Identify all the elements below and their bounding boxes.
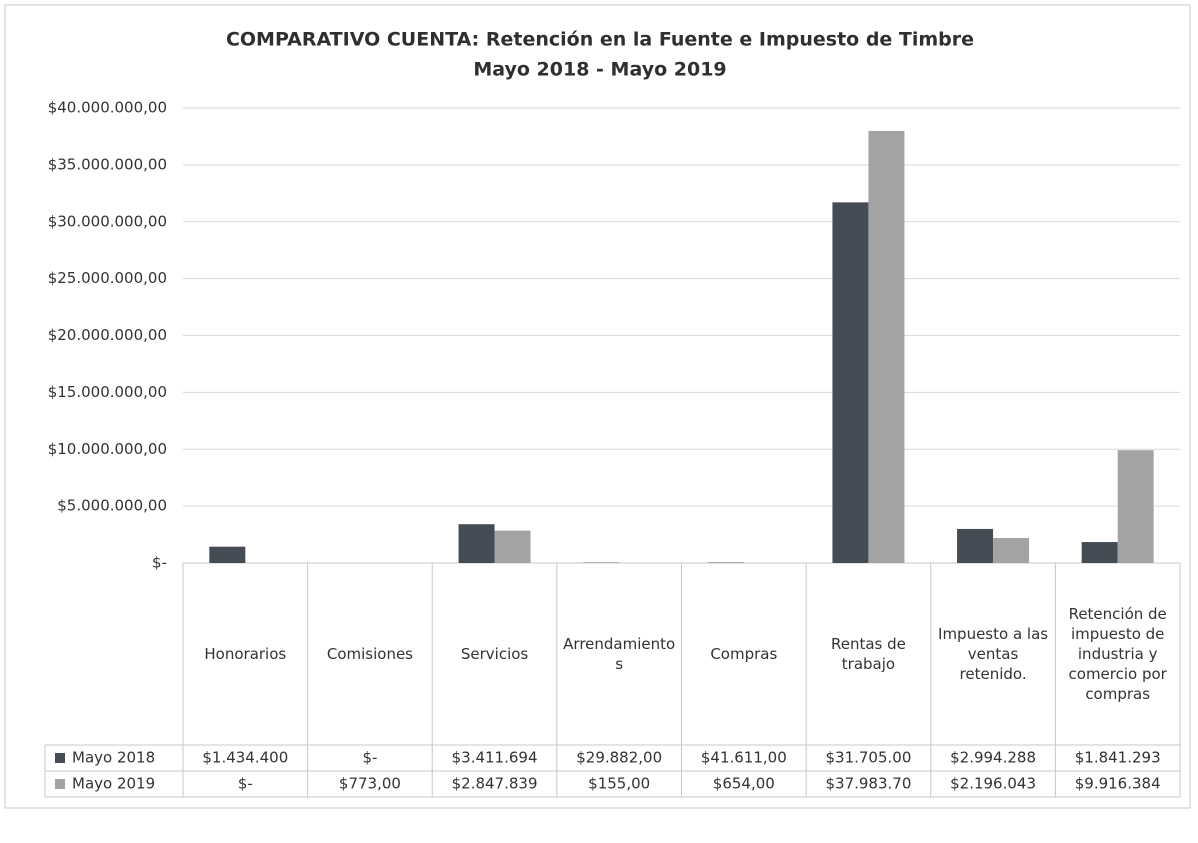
x-tick-label: Compras: [710, 645, 778, 663]
x-tick-label: Comisiones: [326, 645, 413, 663]
y-tick-label: $15.000.000,00: [48, 383, 167, 401]
y-tick-label: $25.000.000,00: [48, 269, 167, 287]
category-cell: Arrendamientos: [563, 635, 676, 673]
data-label: $-: [238, 775, 253, 793]
bar: [957, 528, 994, 563]
data-label: $155,00: [588, 775, 650, 793]
data-label: $37.983.70: [825, 775, 911, 793]
legend-swatch: [55, 779, 65, 789]
data-label: $41.611,00: [701, 749, 787, 767]
category-cell: Impuesto a las ventas retenido.: [938, 625, 1049, 683]
data-label: $2.847.839: [452, 775, 538, 793]
chart-subtitle: Mayo 2018 - Mayo 2019: [473, 59, 726, 81]
x-tick-label: Retención de impuesto de industria y com…: [1068, 605, 1167, 703]
data-label: $773,00: [339, 775, 401, 793]
data-label: $31.705.00: [825, 749, 911, 767]
data-label: $1.434.400: [202, 749, 288, 767]
bar: [993, 538, 1030, 563]
data-label: $3.411.694: [452, 749, 538, 767]
category-cell: Servicios: [460, 645, 529, 663]
x-tick-label: Arrendamientos: [563, 635, 676, 673]
data-label: $1.841.293: [1075, 749, 1161, 767]
y-tick-label: $5.000.000,00: [57, 497, 167, 515]
chart-border: [4, 4, 1191, 809]
y-tick-label: $40.000.000,00: [48, 99, 167, 117]
y-tick-label: $20.000.000,00: [48, 326, 167, 344]
y-tick-label: $35.000.000,00: [48, 155, 167, 173]
data-label: $9.916.384: [1075, 775, 1161, 793]
category-cell: Honorarios: [204, 645, 287, 663]
y-tick-label: $30.000.000,00: [48, 212, 167, 230]
data-label: $29.882,00: [576, 749, 662, 767]
bar: [458, 524, 495, 563]
x-tick-label: Honorarios: [204, 645, 287, 663]
legend-label: Mayo 2018: [72, 749, 155, 767]
bar: [1117, 450, 1154, 563]
x-tick-label: Impuesto a las ventas retenido.: [938, 625, 1049, 683]
legend-label: Mayo 2019: [72, 775, 155, 793]
x-tick-label: Servicios: [460, 645, 529, 663]
chart-title: COMPARATIVO CUENTA: Retención en la Fuen…: [226, 29, 974, 51]
bar: [868, 130, 905, 563]
bar: [1081, 542, 1118, 563]
y-tick-label: $-: [152, 554, 167, 572]
category-cell: Retención de impuesto de industria y com…: [1068, 605, 1167, 703]
bar: [494, 530, 531, 563]
y-tick-label: $10.000.000,00: [48, 440, 167, 458]
category-cell: Comisiones: [326, 645, 413, 663]
bar: [209, 546, 246, 563]
data-label: $2.994.288: [950, 749, 1036, 767]
category-cell: Rentas de trabajo: [830, 635, 906, 673]
data-label: $2.196.043: [950, 775, 1036, 793]
data-label: $654,00: [713, 775, 775, 793]
category-cell: Compras: [710, 645, 778, 663]
legend-swatch: [55, 753, 65, 763]
data-label: $-: [362, 749, 377, 767]
bar: [832, 202, 869, 563]
x-tick-label: Rentas de trabajo: [830, 635, 906, 673]
